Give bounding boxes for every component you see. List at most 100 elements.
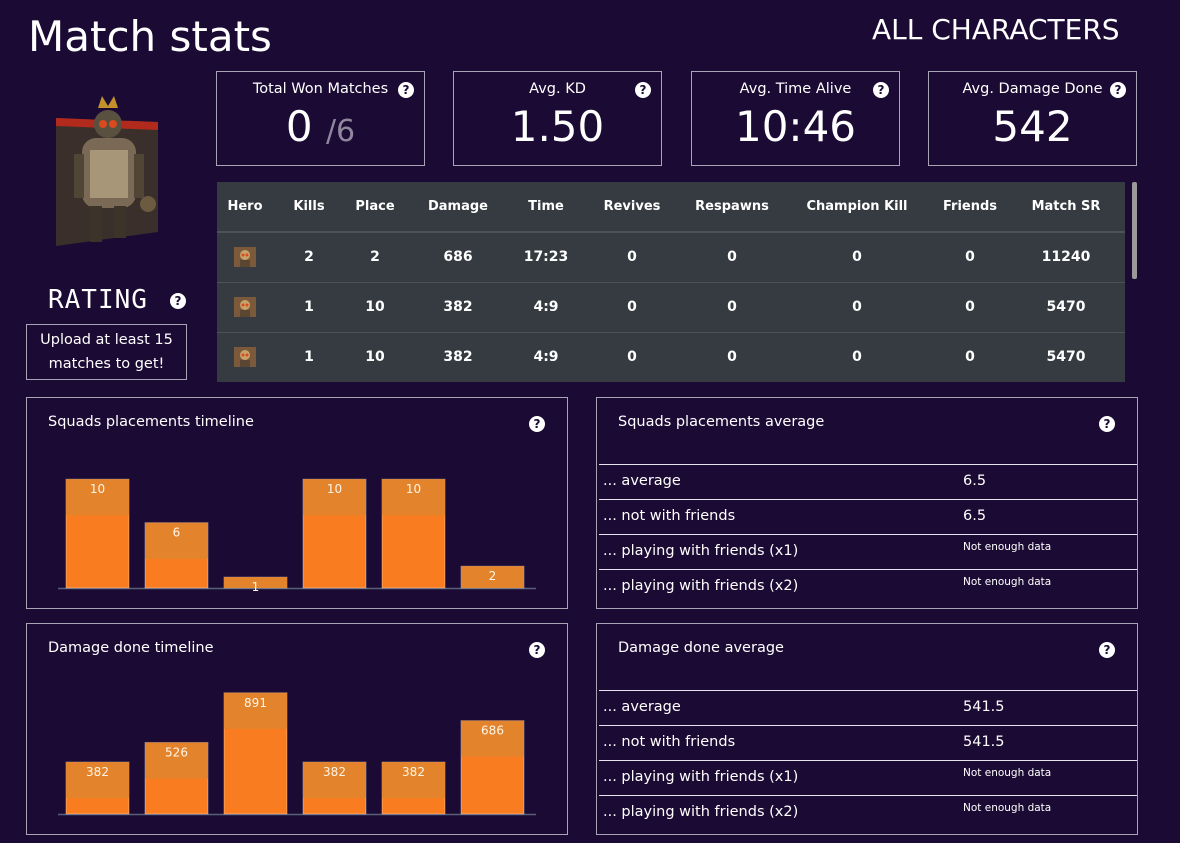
column-header-match-sr[interactable]: Match SR <box>1007 182 1125 233</box>
average-row: ... average 541.5 <box>599 690 1137 725</box>
place-cell: 2 <box>345 231 405 282</box>
average-row: ... playing with friends (x2) Not enough… <box>599 569 1137 607</box>
friends-cell: 0 <box>933 331 1007 381</box>
placement-bar-shade <box>303 479 366 516</box>
time-cell: 17:23 <box>511 231 581 282</box>
damage-bar-shade <box>461 720 524 757</box>
placement-average-panel: Squads placements average ? ... average … <box>596 397 1138 609</box>
placement-data-label: 10 <box>406 482 421 496</box>
damage-timeline-panel: Damage done timeline ? 382 526 891 382 382 68… <box>26 623 568 835</box>
average-row: ... playing with friends (x2) Not enough… <box>599 795 1137 833</box>
time-cell: 4:9 <box>511 331 581 381</box>
help-icon[interactable]: ? <box>1099 416 1115 432</box>
panel-title: Damage done average <box>618 640 784 656</box>
table-scrollbar[interactable] <box>1132 182 1137 279</box>
help-icon[interactable]: ? <box>1099 642 1115 658</box>
champion-kill-cell: 0 <box>781 331 933 381</box>
average-row: ... average 6.5 <box>599 464 1137 499</box>
table-row[interactable]: 1 10 382 4:9 0 0 0 0 5470 <box>217 281 1125 332</box>
hero-portrait-image <box>56 96 158 246</box>
placement-data-label: 2 <box>489 569 497 583</box>
help-icon[interactable]: ? <box>529 416 545 432</box>
row-label: ... playing with friends (x1) <box>603 543 799 559</box>
row-label: ... not with friends <box>603 508 736 524</box>
stat-value: 1.50 <box>510 102 605 151</box>
average-row: ... playing with friends (x1) Not enough… <box>599 534 1137 569</box>
help-icon[interactable]: ? <box>398 82 414 98</box>
stat-value-main: 0 <box>285 102 313 151</box>
table-row[interactable]: 1 10 382 4:9 0 0 0 0 5470 <box>217 331 1125 381</box>
help-icon[interactable]: ? <box>529 642 545 658</box>
table-header-row: Hero Kills Place Damage Time Revives Res… <box>217 182 1125 233</box>
panel-title: Squads placements average <box>618 414 825 430</box>
revives-cell: 0 <box>581 281 683 332</box>
damage-data-label: 382 <box>323 765 346 779</box>
help-icon[interactable]: ? <box>635 82 651 98</box>
row-value: Not enough data <box>963 802 1052 814</box>
damage-data-label: 526 <box>165 745 188 759</box>
average-row: ... not with friends 541.5 <box>599 725 1137 760</box>
respawns-cell: 0 <box>683 231 781 282</box>
column-header-place[interactable]: Place <box>345 182 405 233</box>
column-header-revives[interactable]: Revives <box>581 182 683 233</box>
row-value: 6.5 <box>963 473 987 489</box>
average-row: ... playing with friends (x1) Not enough… <box>599 760 1137 795</box>
stat-card-avg-kd: Avg. KD ? 1.50 <box>453 71 662 166</box>
kills-cell: 2 <box>273 231 345 282</box>
help-icon[interactable]: ? <box>170 293 186 309</box>
column-header-damage[interactable]: Damage <box>405 182 511 233</box>
champion-kill-cell: 0 <box>781 231 933 282</box>
placement-bar-shade <box>145 522 208 559</box>
hero-cell <box>217 281 273 332</box>
kills-cell: 1 <box>273 281 345 332</box>
table-row[interactable]: 2 2 686 17:23 0 0 0 0 11240 <box>217 231 1125 282</box>
row-label: ... not with friends <box>603 734 736 750</box>
help-icon[interactable]: ? <box>873 82 889 98</box>
row-value: 541.5 <box>963 699 1005 715</box>
respawns-cell: 0 <box>683 331 781 381</box>
damage-bar-shade <box>66 762 129 799</box>
damage-cell: 382 <box>405 331 511 381</box>
character-filter-title: ALL CHARACTERS <box>872 13 1120 46</box>
help-icon[interactable]: ? <box>1110 82 1126 98</box>
respawns-cell: 0 <box>683 281 781 332</box>
placement-bar-shade <box>461 566 524 588</box>
champion-kill-cell: 0 <box>781 281 933 332</box>
placement-timeline-chart: 10 6 1 10 10 2 <box>58 478 536 594</box>
damage-data-label: 686 <box>481 724 504 738</box>
damage-data-label: 382 <box>86 765 109 779</box>
row-value: 541.5 <box>963 734 1005 750</box>
damage-bar-shade <box>145 742 208 779</box>
average-rows: ... average 6.5 ... not with friends 6.5… <box>599 464 1137 607</box>
stat-card-total-won: Total Won Matches ? 0 /6 <box>216 71 425 166</box>
placement-data-label: 10 <box>327 482 342 496</box>
stat-value: 10:46 <box>734 102 857 151</box>
column-header-respawns[interactable]: Respawns <box>683 182 781 233</box>
column-header-kills[interactable]: Kills <box>273 182 345 233</box>
column-header-friends[interactable]: Friends <box>933 182 1007 233</box>
damage-cell: 686 <box>405 231 511 282</box>
row-label: ... playing with friends (x2) <box>603 804 799 820</box>
placement-data-label: 1 <box>252 580 260 594</box>
damage-data-label: 891 <box>244 696 267 710</box>
hero-thumbnail-icon <box>234 346 256 367</box>
page-title: Match stats <box>28 12 272 61</box>
average-rows: ... average 541.5 ... not with friends 5… <box>599 690 1137 833</box>
match-sr-cell: 5470 <box>1007 281 1125 332</box>
placement-bar-shade <box>224 577 287 588</box>
placement-timeline-panel: Squads placements timeline ? 10 6 1 10 10 2 <box>26 397 568 609</box>
revives-cell: 0 <box>581 231 683 282</box>
column-header-hero[interactable]: Hero <box>217 182 273 233</box>
row-value: Not enough data <box>963 767 1052 779</box>
place-cell: 10 <box>345 331 405 381</box>
column-header-champion-kill[interactable]: Champion Kill <box>781 182 933 233</box>
revives-cell: 0 <box>581 331 683 381</box>
placement-bar-shade <box>382 479 445 516</box>
row-value: Not enough data <box>963 576 1052 588</box>
row-value: Not enough data <box>963 541 1052 553</box>
stat-label: Avg. Time Alive <box>739 81 852 97</box>
column-header-time[interactable]: Time <box>511 182 581 233</box>
damage-cell: 382 <box>405 281 511 332</box>
damage-bar-shade <box>303 762 366 799</box>
row-label: ... average <box>603 699 681 715</box>
